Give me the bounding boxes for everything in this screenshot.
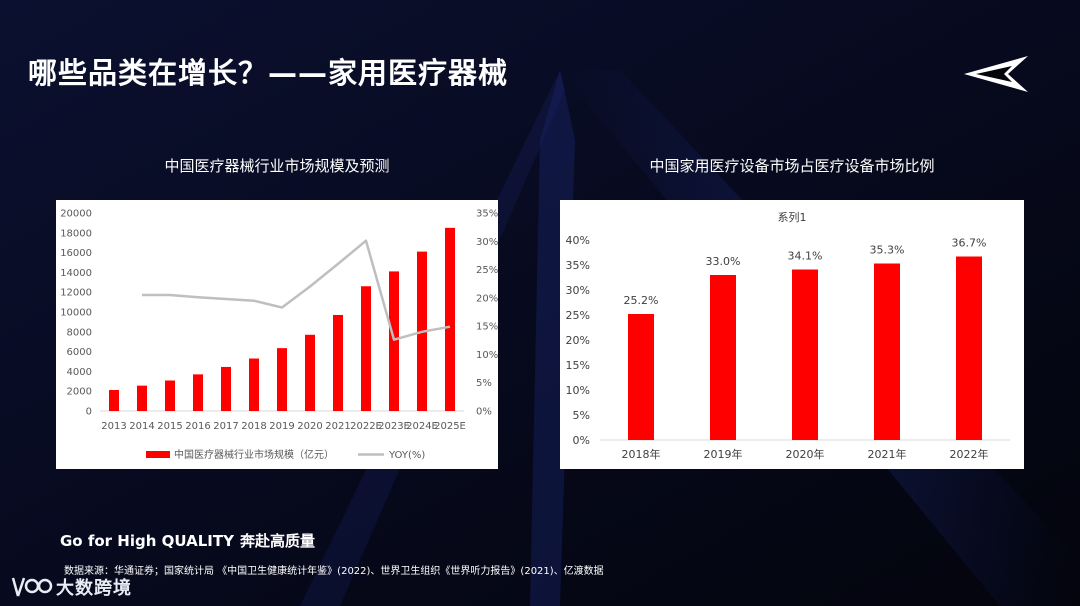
y-left-tick-label: 4000	[67, 367, 92, 378]
market-size-bar	[137, 385, 147, 411]
y-right-tick-label: 25%	[476, 265, 498, 276]
y-left-tick-label: 12000	[60, 288, 92, 299]
slogan: Go for High QUALITY 奔赴高质量	[60, 530, 315, 551]
y-left-tick-label: 6000	[67, 347, 92, 358]
y-left-tick-label: 20000	[60, 209, 92, 220]
market-size-bar	[445, 227, 455, 411]
y-left-tick-label: 18000	[60, 228, 92, 239]
x-tick-label: 2013	[101, 421, 126, 432]
chart2-panel: 系列1 0% 5% 10% 15% 20% 25% 30% 35% 40% 25.2% 2018年 33…	[560, 200, 1024, 469]
market-size-bar	[193, 374, 203, 411]
market-size-bar	[109, 390, 119, 411]
y-right-tick-label: 0%	[476, 407, 492, 418]
y-tick-label: 35%	[566, 259, 590, 272]
chart2-title: 系列1	[778, 210, 807, 224]
y-right-tick-label: 35%	[476, 209, 498, 220]
legend-bar-label: 中国医疗器械行业市场规模（亿元）	[174, 448, 334, 461]
market-size-bar	[277, 348, 287, 411]
market-size-bar	[305, 334, 315, 411]
brand-logo-icon	[11, 577, 53, 597]
market-size-bar	[165, 380, 175, 411]
x-tick-label: 2018年	[622, 447, 661, 461]
y-tick-label: 0%	[573, 434, 590, 447]
y-right-tick-label: 20%	[476, 293, 498, 304]
share-data-label: 33.0%	[706, 255, 741, 268]
x-tick-label: 2022E	[350, 421, 382, 432]
y-right-tick-label: 10%	[476, 350, 498, 361]
slide-title: 哪些品类在增长？——家用医疗器械	[28, 56, 509, 90]
share-bar	[628, 314, 654, 440]
x-tick-label: 2020年	[786, 447, 825, 461]
share-bar	[710, 275, 736, 440]
share-bar	[874, 263, 900, 440]
market-size-bar	[221, 366, 231, 411]
y-right-tick-label: 15%	[476, 322, 498, 333]
chart1-panel: 0 2000 4000 6000 8000 10000 12000 14000 16000 180…	[56, 200, 498, 469]
source-note: 数据来源：华通证券；国家统计局 《中国卫生健康统计年鉴》(2022)、世界卫生组…	[64, 566, 604, 577]
y-tick-label: 5%	[573, 409, 590, 422]
brand-name: 大数跨境	[56, 578, 132, 599]
slogan-cn: 奔赴高质量	[239, 532, 315, 550]
x-tick-label: 2014	[129, 421, 154, 432]
y-left-tick-label: 8000	[67, 327, 92, 338]
market-size-bar	[389, 271, 399, 411]
y-left-tick-label: 0	[86, 407, 92, 418]
x-tick-label: 2020	[297, 421, 322, 432]
legend-bar-swatch	[146, 451, 170, 458]
x-tick-label: 2017	[213, 421, 238, 432]
y-right-tick-label: 30%	[476, 237, 498, 248]
chart1-heading: 中国医疗器械行业市场规模及预测	[164, 157, 390, 175]
x-tick-label: 2024E	[406, 421, 438, 432]
chart2-heading: 中国家用医疗设备市场占医疗设备市场比例	[649, 157, 935, 175]
y-left-tick-label: 10000	[60, 308, 92, 319]
y-tick-label: 40%	[566, 234, 590, 247]
slogan-latin: Go for High QUALITY	[60, 532, 234, 550]
share-bar	[792, 269, 818, 440]
market-size-bar	[333, 314, 343, 411]
y-left-tick-label: 2000	[67, 387, 92, 398]
share-data-label: 25.2%	[624, 294, 659, 307]
y-tick-label: 30%	[566, 284, 590, 297]
x-tick-label: 2023E	[378, 421, 410, 432]
y-right-tick-label: 5%	[476, 378, 492, 389]
arrow-logo-icon	[964, 56, 1028, 92]
share-data-label: 35.3%	[870, 244, 905, 257]
home-share-chart: 系列1 0% 5% 10% 15% 20% 25% 30% 35% 40% 25.2% 2018年 33…	[566, 210, 1010, 461]
y-tick-label: 15%	[566, 359, 590, 372]
x-tick-label: 2016	[185, 421, 210, 432]
share-data-label: 36.7%	[952, 237, 987, 250]
y-tick-label: 10%	[566, 384, 590, 397]
x-tick-label: 2019	[269, 421, 294, 432]
x-tick-label: 2022年	[950, 447, 989, 461]
market-size-chart: 0 2000 4000 6000 8000 10000 12000 14000 16000 180…	[60, 209, 498, 462]
y-tick-label: 20%	[566, 334, 590, 347]
share-bar	[956, 256, 982, 440]
share-data-label: 34.1%	[788, 250, 823, 263]
x-tick-label: 2021	[325, 421, 350, 432]
x-tick-label: 2015	[157, 421, 182, 432]
y-left-tick-label: 14000	[60, 268, 92, 279]
y-left-tick-label: 16000	[60, 248, 92, 259]
x-tick-label: 2025E	[434, 421, 466, 432]
market-size-bar	[361, 286, 371, 411]
yoy-line	[142, 239, 451, 341]
y-tick-label: 25%	[566, 309, 590, 322]
market-size-bar	[249, 358, 259, 411]
legend-line-label: YOY(%)	[388, 450, 425, 461]
x-tick-label: 2019年	[704, 447, 743, 461]
x-tick-label: 2021年	[868, 447, 907, 461]
x-tick-label: 2018	[241, 421, 266, 432]
